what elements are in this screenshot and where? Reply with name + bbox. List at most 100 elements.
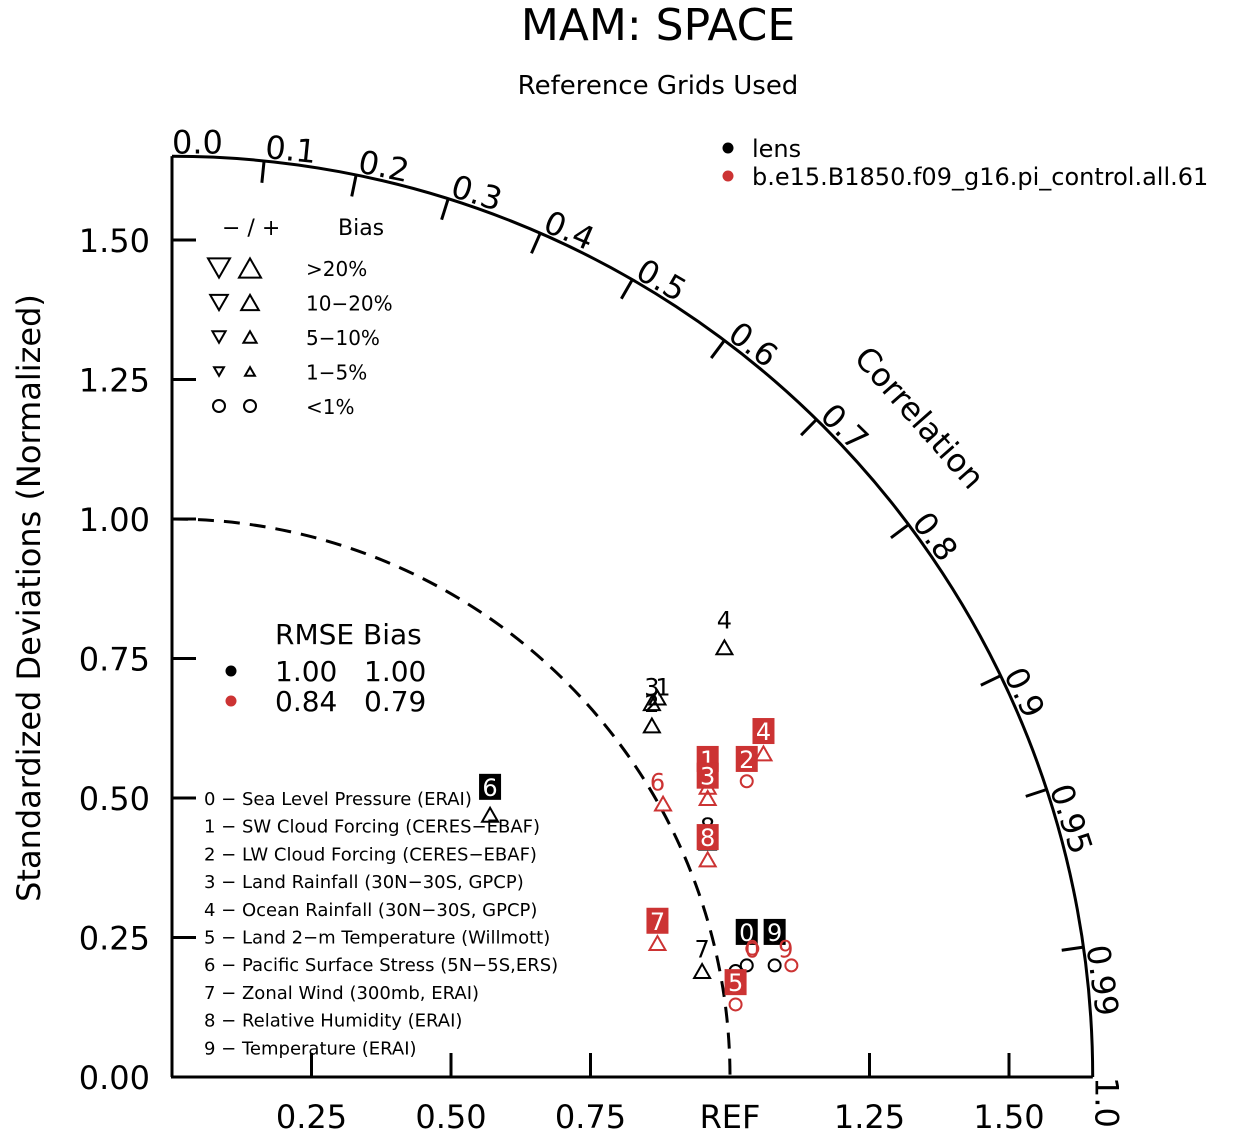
data-point-label: 0 xyxy=(739,919,754,947)
variable-list-item: 6 − Pacific Surface Stress (5N−5S,ERS) xyxy=(204,955,558,976)
corr-tick-label: 0.4 xyxy=(538,203,600,258)
outer-arc xyxy=(171,154,1095,1078)
bias-legend-range: 5−10% xyxy=(306,326,380,350)
data-point-label: 6 xyxy=(482,774,497,802)
bias-legend-up-triangle xyxy=(243,365,257,377)
stats-header: RMSE Bias xyxy=(275,618,422,651)
corr-tick-mark xyxy=(440,198,450,221)
series-legend-label: lens xyxy=(752,135,801,163)
data-point-triangle xyxy=(642,694,662,712)
data-point-circle xyxy=(784,958,799,973)
corr-tick-label: 0.3 xyxy=(447,167,507,219)
data-point-label: 4 xyxy=(717,606,732,634)
corr-tick-label: 0.2 xyxy=(355,143,412,190)
corr-tick-mark xyxy=(1061,945,1084,952)
x-tick-label: 1.50 xyxy=(973,1098,1044,1135)
corr-tick-mark xyxy=(620,278,634,300)
data-point-label-box xyxy=(735,918,758,945)
bias-legend-down-triangle xyxy=(206,257,232,280)
data-point-label-box xyxy=(646,907,669,934)
variable-list-item: 1 − SW Cloud Forcing (CERES−EBAF) xyxy=(204,817,540,838)
data-point-label: 7 xyxy=(694,936,709,964)
data-point-triangle xyxy=(697,789,718,806)
data-point-label-box xyxy=(735,745,758,772)
y-tick-label: 0.50 xyxy=(79,780,150,818)
data-point-circle xyxy=(728,997,743,1012)
bias-legend-down-triangle xyxy=(208,293,230,313)
corr-tick-mark xyxy=(260,160,266,183)
corr-tick-label: 0.6 xyxy=(721,314,785,375)
reference-arc xyxy=(171,517,732,1078)
data-point-triangle xyxy=(697,850,718,868)
stats-bias: 1.00 xyxy=(364,655,426,688)
data-point-triangle xyxy=(753,744,774,762)
variable-list-item: 3 − Land Rainfall (30N−30S, GPCP) xyxy=(204,872,524,893)
variable-list-item: 4 − Ocean Rainfall (30N−30S, GPCP) xyxy=(204,900,537,921)
data-point-label: 0 xyxy=(745,936,760,964)
y-tick-label: 1.25 xyxy=(79,362,150,400)
bias-legend-range: 10−20% xyxy=(306,292,393,316)
bias-legend-up-triangle xyxy=(237,256,263,279)
y-tick-label: 1.50 xyxy=(79,222,150,260)
x-tick-label: 0.25 xyxy=(276,1098,347,1135)
stats-dot xyxy=(225,695,237,707)
data-point-triangle xyxy=(480,805,500,823)
corr-tick-mark xyxy=(530,232,542,254)
corr-tick-label: 0.99 xyxy=(1079,942,1127,1018)
data-point-label: 1 xyxy=(655,673,670,701)
legend-group: lensb.e15.B1850.f09_g16.pi_control.all.6… xyxy=(204,135,1208,1059)
data-point-circle xyxy=(739,774,754,789)
data-point-label: 8 xyxy=(700,824,715,852)
bias-legend-header: − / + xyxy=(222,216,280,241)
variable-list-item: 7 − Zonal Wind (300mb, ERAI) xyxy=(204,983,479,1004)
variable-list-item: 9 − Temperature (ERAI) xyxy=(204,1038,417,1059)
bias-legend-title: Bias xyxy=(338,216,384,241)
stats-rmse: 0.84 xyxy=(275,685,337,718)
corr-tick-label: 0.95 xyxy=(1042,779,1100,859)
series-legend-dot xyxy=(722,142,734,154)
bias-legend-circle xyxy=(212,399,226,413)
series-legend-label: b.e15.B1850.f09_g16.pi_control.all.61 xyxy=(752,163,1208,191)
data-point-triangle xyxy=(642,716,662,734)
data-point-label-box xyxy=(752,718,775,745)
data-point-triangle xyxy=(692,962,712,979)
data-point-label: 2 xyxy=(739,746,754,774)
data-point-label-box xyxy=(696,824,719,851)
data-point-label: 9 xyxy=(767,919,782,947)
data-point-label: 2 xyxy=(644,690,659,718)
x-tick-label: 1.25 xyxy=(834,1098,905,1135)
x-tick-label: 0.50 xyxy=(415,1098,486,1135)
corr-tick-label: 0.8 xyxy=(905,505,966,569)
y-tick-label: 0.25 xyxy=(79,920,150,958)
data-point-circle xyxy=(767,958,782,973)
variable-list-item: 0 − Sea Level Pressure (ERAI) xyxy=(204,789,472,810)
data-point-circle xyxy=(739,958,754,973)
data-point-label: 6 xyxy=(650,768,665,796)
stats-bias: 0.79 xyxy=(364,685,426,718)
bias-legend-range: >20% xyxy=(306,257,367,281)
corr-tick-label: 1.0 xyxy=(1088,1077,1126,1128)
points-group: 01234567890123456789 xyxy=(479,606,799,1012)
stats-rmse: 1.00 xyxy=(275,655,337,688)
variable-list-item: 8 − Relative Humidity (ERAI) xyxy=(204,1011,462,1032)
variable-list-item: 2 − LW Cloud Forcing (CERES−EBAF) xyxy=(204,844,537,865)
y-tick-label: 0.75 xyxy=(79,641,150,679)
data-point-label: 9 xyxy=(778,936,793,964)
data-point-label-box xyxy=(479,773,502,800)
data-point-label: 5 xyxy=(728,969,743,997)
corr-tick-mark xyxy=(800,418,818,437)
bias-legend-up-triangle xyxy=(239,292,261,312)
bias-legend-down-triangle xyxy=(210,330,228,345)
data-point-label: 3 xyxy=(700,763,715,791)
series-legend-dot xyxy=(722,170,734,182)
corr-tick-label: 0.0 xyxy=(172,123,223,161)
data-point-label: 4 xyxy=(756,718,771,746)
data-point-label-box xyxy=(763,918,786,945)
corr-tick-mark xyxy=(1025,788,1048,798)
bias-legend-up-triangle xyxy=(241,329,259,344)
corr-tick-label: 0.7 xyxy=(813,396,876,459)
data-point-triangle xyxy=(714,638,735,656)
corr-tick-label: 0.9 xyxy=(996,661,1052,723)
ref-label: REF xyxy=(700,1098,761,1135)
